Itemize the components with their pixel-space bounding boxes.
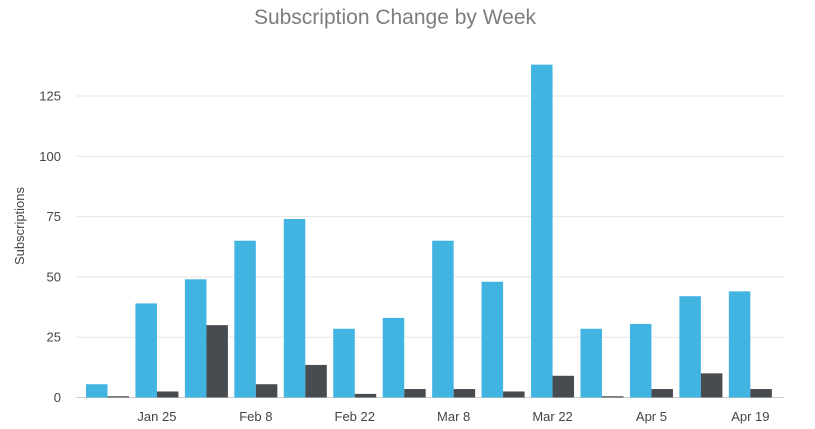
y-tick-label: 25	[47, 330, 61, 345]
bar-series-2-6	[404, 389, 426, 398]
x-tick-label: Mar 8	[437, 409, 470, 424]
bar-series-2-4	[305, 364, 327, 398]
bar-series-1-12	[679, 296, 701, 398]
chart-title: Subscription Change by Week	[253, 6, 537, 29]
x-tick-label: Apr 5	[636, 409, 667, 424]
grid-lines	[76, 95, 784, 398]
bar-series-1-13	[728, 291, 751, 398]
x-tick-label: Mar 22	[532, 409, 572, 424]
bar-series-1-11	[629, 323, 652, 398]
bar-series-1-5	[333, 328, 355, 398]
bar-series-2-10	[602, 396, 624, 398]
x-tick-label: Feb 8	[239, 409, 272, 424]
bar-series-1-4	[283, 219, 306, 398]
bar-series-1-7	[432, 240, 454, 398]
y-tick-label: 100	[39, 149, 61, 164]
y-axis-ticks: 0 25 50 75 100 125	[39, 89, 61, 406]
bar-series-2-3	[255, 384, 278, 398]
y-tick-label: 0	[54, 390, 61, 405]
bar-series-2-8	[503, 391, 525, 398]
x-tick-label: Apr 19	[731, 409, 769, 424]
bar-series-2-0	[107, 396, 129, 398]
x-axis-ticks: Jan 25 Feb 8 Feb 22 Mar 8 Mar 22 Apr 5 Apr 19	[137, 409, 769, 424]
y-axis-title: Subscriptions	[12, 186, 27, 265]
bar-series-2-1	[156, 391, 179, 398]
bar-series-2-7	[453, 389, 476, 398]
bar-series-2-13	[750, 389, 772, 398]
bar-series-1-3	[234, 240, 256, 398]
y-tick-label: 50	[47, 269, 61, 284]
bar-series-2-11	[651, 389, 673, 398]
bar-series-2-5	[354, 393, 377, 398]
bar-series-2-12	[700, 373, 723, 398]
x-tick-label: Feb 22	[335, 409, 375, 424]
bar-series-1-9	[531, 64, 553, 398]
bars	[86, 64, 772, 398]
y-tick-label: 75	[47, 209, 61, 224]
bar-series-1-10	[580, 328, 602, 398]
y-tick-label: 125	[39, 89, 61, 104]
bar-series-1-6	[382, 317, 405, 398]
bar-series-1-0	[86, 384, 108, 398]
bar-series-1-1	[135, 303, 157, 398]
x-tick-label: Jan 25	[137, 409, 176, 424]
bar-series-2-9	[552, 375, 575, 398]
bar-series-1-8	[481, 281, 504, 398]
bar-series-2-2	[206, 325, 228, 398]
bar-series-1-2	[184, 279, 207, 398]
